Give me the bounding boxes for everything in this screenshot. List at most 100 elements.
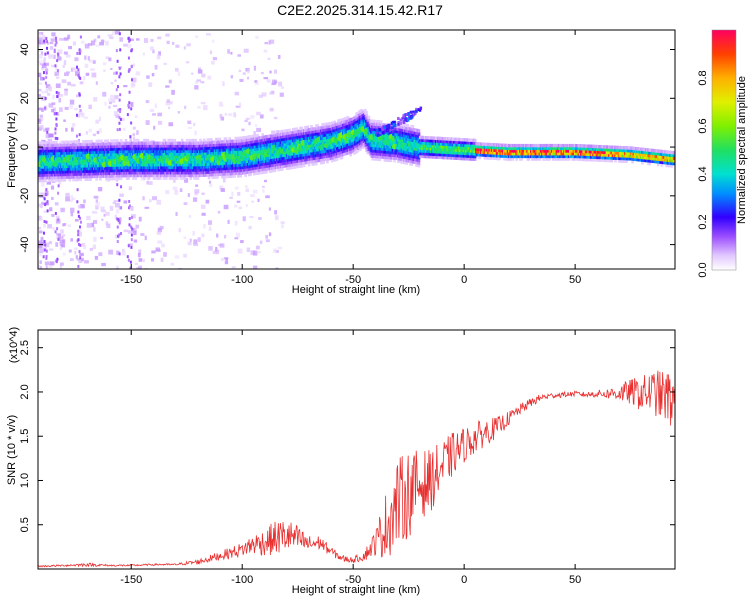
spectrogram-streak-cell [78, 51, 81, 55]
spectrogram-speckle [220, 188, 225, 192]
spectrogram-cell [216, 137, 219, 142]
spectrogram-speckle [39, 125, 44, 130]
spectrogram-speckle [59, 38, 65, 41]
spectrogram-speckle [138, 258, 143, 262]
spectrogram-speckle [43, 57, 46, 62]
spectrogram-speckle [49, 248, 54, 251]
spectrogram-speckle [63, 223, 67, 226]
spectrogram-speckle [91, 210, 95, 214]
spectrogram-cell [194, 138, 197, 143]
spectrogram-streak-cell [119, 72, 122, 76]
spectrogram-speckle [252, 189, 258, 194]
spectrogram-speckle [98, 128, 103, 133]
spectrogram-cell [193, 176, 196, 180]
spectrogram-cell [280, 167, 284, 171]
spectrogram-streak-cell [43, 39, 46, 43]
spectrogram-speckle [107, 34, 113, 38]
spectrogram-streak-cell [79, 225, 82, 229]
spectrogram-cell [252, 172, 256, 176]
spectrogram-speckle [121, 118, 125, 121]
spectrogram-speckle [193, 122, 196, 127]
spectrogram-speckle [38, 82, 43, 85]
spectrogram-speckle [196, 79, 201, 82]
spectrogram-cell [311, 162, 315, 166]
spectrogram-speckle [278, 81, 283, 87]
spectrogram-speckle [91, 72, 97, 78]
spectrogram-speckle [58, 94, 64, 97]
spectrogram-speckle [187, 193, 190, 197]
spectrogram-streak-cell [79, 243, 82, 247]
spectrogram-speckle [142, 52, 145, 56]
spectrogram-speckle [171, 89, 175, 95]
spectrogram-streak-cell [54, 127, 57, 131]
spectrogram-streak-cell [77, 243, 80, 247]
spectrogram-speckle [138, 249, 142, 255]
spectrogram-speckle [39, 253, 42, 257]
spectrogram-streak-cell [43, 248, 46, 252]
spectrogram-speckle [277, 246, 283, 250]
spectrogram-streak-cell [43, 197, 46, 201]
spectrogram-speckle [220, 257, 225, 261]
spectrogram-speckle [212, 250, 217, 255]
spectrogram-streak-cell [57, 91, 60, 95]
spectrogram-speckle [53, 54, 56, 60]
spectrogram-speckle [209, 225, 212, 230]
spectrogram-speckle [65, 127, 68, 132]
spectrogram-speckle [212, 57, 218, 61]
spectrogram-speckle [150, 38, 154, 42]
spectrogram-cell [307, 162, 311, 167]
spectrogram-streak-cell [75, 113, 78, 117]
spectrogram-speckle [227, 219, 230, 224]
spectrogram-streak-cell [75, 65, 78, 69]
spectrogram-speckle [83, 116, 88, 120]
spectrogram-speckle [69, 104, 73, 110]
spectrogram-speckle [269, 107, 274, 112]
spectrogram-cell [52, 140, 56, 145]
spectrogram-cell [51, 178, 55, 182]
spectrogram-speckle [70, 67, 74, 72]
spectrogram-speckle [79, 109, 82, 112]
spectrogram-speckle [264, 179, 267, 183]
spectrogram-streak-cell [53, 112, 56, 116]
spectrogram-speckle [47, 138, 53, 144]
spectrogram-speckle [78, 259, 83, 264]
spectrogram-speckle [130, 205, 134, 211]
spectrogram-speckle [74, 57, 79, 62]
spectrogram-speckle [184, 105, 187, 110]
spectrogram-speckle [132, 133, 135, 136]
spectrogram-cell [316, 124, 319, 128]
spectrogram-speckle [86, 215, 91, 221]
spectrogram-speckle [38, 88, 42, 92]
spectrogram-cell [295, 127, 299, 131]
spectrogram-streak-cell [55, 39, 58, 43]
spectrogram-speckle [92, 60, 96, 64]
spectrogram-cell [244, 135, 247, 140]
spectrogram-speckle [146, 75, 150, 79]
spectrogram-cell [328, 122, 332, 126]
spectrogram-speckle [112, 104, 118, 108]
spectrogram-streak-cell [56, 257, 59, 261]
spectrogram-speckle [197, 69, 203, 74]
spectrogram-speckle [188, 215, 192, 218]
spectrogram-speckle [265, 195, 270, 199]
spectrogram-streak-cell [76, 200, 79, 204]
spectrogram-speckle [269, 91, 275, 95]
spectrogram-speckle [106, 223, 111, 229]
spectrogram-speckle [135, 224, 139, 229]
spectrogram-cell [256, 133, 260, 138]
spectrogram-speckle [67, 224, 71, 227]
spectrogram-cell [191, 138, 195, 143]
spectrogram-streak-cell [56, 137, 59, 141]
spectrogram-speckle [174, 67, 179, 72]
spectrogram-streak-cell [43, 62, 46, 66]
spectrogram-speckle [100, 206, 105, 212]
spectrogram-speckle [236, 200, 241, 203]
spectrogram-streak-cell [54, 64, 57, 68]
spectrogram-speckle [235, 105, 241, 108]
spectrogram-streak-cell [127, 37, 130, 41]
spectrogram-speckle [39, 114, 43, 118]
spectrogram-speckle [225, 258, 228, 262]
spectrogram-streak-cell [56, 52, 59, 56]
spectrogram-speckle [173, 178, 176, 183]
spectrogram-streak-cell [44, 192, 47, 196]
